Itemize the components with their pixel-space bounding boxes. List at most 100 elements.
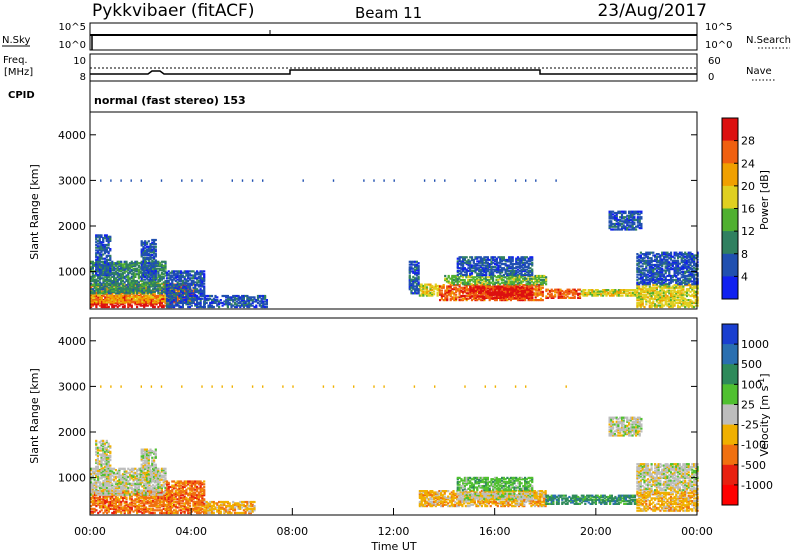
range-cell <box>655 290 658 293</box>
range-cell <box>241 296 244 299</box>
range-cell <box>555 291 559 294</box>
range-cell <box>226 301 229 304</box>
range-cell <box>520 264 523 267</box>
range-cell <box>449 285 452 288</box>
range-cell <box>661 268 664 271</box>
range-cell <box>183 292 186 295</box>
range-cell <box>262 300 265 303</box>
range-cell <box>187 285 190 288</box>
range-cell <box>151 253 154 257</box>
range-cell <box>483 261 486 264</box>
range-cell <box>636 266 639 269</box>
range-cell <box>226 299 229 302</box>
range-cell <box>687 304 690 307</box>
range-cell <box>144 240 147 243</box>
range-cell <box>675 296 678 299</box>
range-cell <box>503 292 506 295</box>
range-cell <box>137 273 140 276</box>
range-cell <box>120 289 123 292</box>
range-cell <box>696 304 699 307</box>
range-cell <box>244 303 247 306</box>
range-cell <box>529 291 532 294</box>
range-cell <box>175 289 178 292</box>
range-cell <box>149 251 152 254</box>
range-cell <box>207 299 210 302</box>
range-cell <box>144 259 147 262</box>
range-cell <box>654 276 657 279</box>
range-cell <box>165 303 169 306</box>
range-cell <box>609 290 612 293</box>
range-cell <box>171 278 174 281</box>
range-cell <box>162 269 165 272</box>
range-cell <box>490 267 493 270</box>
range-cell <box>639 280 642 283</box>
range-cell <box>185 292 188 295</box>
range-cell <box>465 268 468 271</box>
range-cell <box>241 299 244 302</box>
range-cell <box>91 263 94 266</box>
range-cell <box>524 291 527 294</box>
range-cell <box>659 300 662 303</box>
range-cell <box>104 285 107 288</box>
range-cell <box>157 288 160 291</box>
range-cell <box>545 296 548 299</box>
range-cell <box>529 297 532 300</box>
range-cell <box>114 264 117 267</box>
range-cell <box>486 283 489 286</box>
range-cell <box>192 290 196 293</box>
range-cell <box>114 289 117 292</box>
range-cell <box>610 293 613 296</box>
range-cell <box>636 263 639 267</box>
range-cell <box>462 257 465 260</box>
range-cell <box>646 269 650 272</box>
range-cell <box>516 265 520 268</box>
range-cell <box>181 281 184 284</box>
range-cell <box>652 273 655 276</box>
range-cell <box>173 284 176 287</box>
range-cell <box>146 266 149 269</box>
range-cell <box>140 277 143 280</box>
range-cell <box>669 281 673 284</box>
range-cell <box>616 293 619 296</box>
range-cell <box>256 297 260 300</box>
range-cell <box>180 284 183 287</box>
range-cell <box>194 273 197 276</box>
range-cell <box>216 303 219 306</box>
range-cell <box>478 274 481 277</box>
range-cell <box>673 300 676 303</box>
range-cell <box>153 270 156 273</box>
range-cell <box>100 260 103 263</box>
range-cell <box>693 294 696 298</box>
range-cell <box>621 289 624 292</box>
range-cell <box>536 280 539 283</box>
range-cell <box>155 284 158 287</box>
range-cell <box>120 266 123 269</box>
range-cell <box>652 279 655 282</box>
range-cell <box>543 281 546 284</box>
range-cell <box>164 279 167 283</box>
range-cell <box>98 285 102 288</box>
range-cell <box>221 301 224 304</box>
range-cell <box>650 304 653 307</box>
range-cell <box>154 267 157 270</box>
range-cell <box>111 289 114 292</box>
range-cell <box>96 256 99 259</box>
range-cell <box>552 289 555 293</box>
range-cell <box>655 300 658 303</box>
range-cell <box>171 299 174 302</box>
range-cell <box>185 301 188 304</box>
range-cell <box>669 293 673 296</box>
range-cell <box>687 303 690 306</box>
range-cell <box>487 296 490 299</box>
range-cell <box>201 289 204 292</box>
range-cell <box>103 237 107 240</box>
range-cell <box>144 275 147 278</box>
range-cell <box>246 297 249 300</box>
range-cell <box>504 280 507 283</box>
range-cell <box>150 304 153 307</box>
range-cell <box>93 264 96 267</box>
range-cell <box>452 274 456 278</box>
range-cell <box>669 286 673 289</box>
range-cell <box>458 267 461 270</box>
range-cell <box>130 263 133 266</box>
